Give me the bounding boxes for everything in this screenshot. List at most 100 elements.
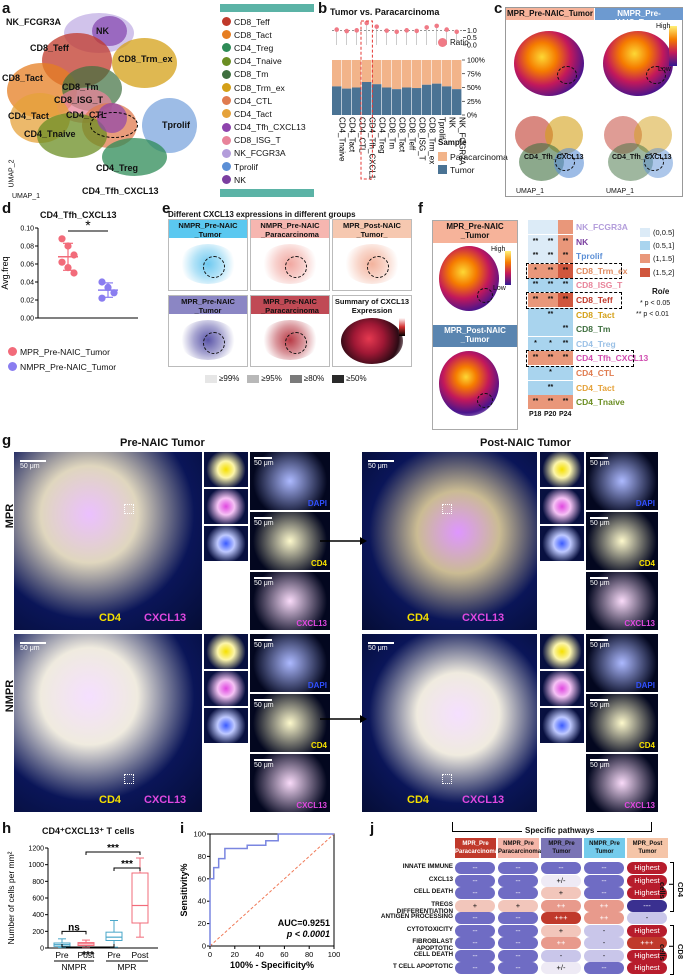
legend-swatch bbox=[222, 96, 231, 106]
if-merge-image: 50 μm CD4 CXCL13 bbox=[14, 634, 202, 812]
if-channel-image: 50 μm CD4 bbox=[250, 694, 330, 752]
heatmap-cell: ** bbox=[543, 395, 558, 410]
y-tick-label: 0 bbox=[202, 942, 206, 951]
pathway-cell: -- bbox=[541, 862, 581, 874]
heatmap-row-label: CD8_ISG_T bbox=[576, 280, 623, 291]
highlight-box bbox=[526, 292, 622, 309]
ratio-point bbox=[454, 29, 459, 35]
heatmap-cell bbox=[558, 307, 573, 322]
bar-paracarcinoma bbox=[382, 60, 392, 88]
pct-tick-label: 25% bbox=[467, 99, 481, 106]
pathway-row-label: TREGS DIFFERENTIATION bbox=[396, 900, 453, 915]
legend-item: CD8_Teff bbox=[222, 15, 314, 28]
legend-item: CD8_Tm bbox=[222, 68, 314, 81]
scale-label: 50 μm bbox=[20, 463, 40, 470]
pathway-row-label: CELL DEATH bbox=[413, 888, 453, 895]
ratio-point bbox=[414, 28, 419, 34]
channel-label: CXCL13 bbox=[624, 801, 655, 810]
channel-label: DAPI bbox=[307, 681, 327, 690]
heatmap-cell: * bbox=[528, 263, 543, 278]
zoom-inset bbox=[540, 526, 584, 561]
ratio-tick-label: 0.0 bbox=[467, 43, 477, 50]
roc-curve bbox=[209, 833, 334, 946]
channel-label: CXCL13 bbox=[296, 619, 327, 628]
pathway-column-header: NMPR_Pre Tumor bbox=[584, 838, 625, 858]
scale-low: Low bbox=[658, 66, 671, 73]
threshold-legend: ≥99% ≥95% ≥80% ≥50% bbox=[205, 374, 367, 383]
pathway-header: Specific pathways bbox=[522, 826, 598, 835]
pathway-cell: Highest bbox=[627, 962, 667, 974]
density-title: MPR_Pre-NAIC _Tumor bbox=[169, 296, 247, 315]
stacked-bar-chart: 1.00.50.0 100% 75% 50% 25% 0% CD4_Tnaive CD4_Ta… bbox=[332, 20, 485, 180]
scale-high: High bbox=[491, 246, 506, 253]
heatmap-cell: ** bbox=[558, 234, 573, 249]
cluster-label: CD4_Treg bbox=[96, 163, 139, 173]
legend-swatch bbox=[640, 254, 650, 264]
pathway-column-header: MPR_Pre Paracarcinoma bbox=[455, 838, 498, 858]
sig-label: ns bbox=[68, 922, 80, 933]
ratio-tick-label: 0.5 bbox=[467, 35, 477, 42]
bar-tumor bbox=[362, 82, 372, 115]
heatmap-cell: * bbox=[543, 336, 558, 351]
legend-item: ≥80% bbox=[289, 374, 324, 383]
cluster-legend: CD8_Teff CD8_Tact CD4_Treg CD4_Tnaive CD8_Tm… bbox=[222, 15, 314, 186]
pct-tick-label: 75% bbox=[467, 71, 481, 78]
legend-text: (1.5,2] bbox=[653, 267, 675, 277]
channel-label: CD4 bbox=[638, 559, 655, 568]
heatmap-cell bbox=[558, 366, 573, 380]
data-point bbox=[110, 289, 118, 297]
heatmap-cell: ** bbox=[558, 293, 573, 307]
x-tick-label: 100 bbox=[328, 950, 341, 959]
legend-text: ≥95% bbox=[261, 374, 282, 383]
zoom-inset bbox=[204, 452, 248, 487]
pathway-row-label: ANTIGEN PROCESSING bbox=[380, 913, 453, 920]
ratio-point bbox=[444, 27, 449, 32]
legend-item: CD4_Tact bbox=[222, 107, 314, 120]
heatmap-row-label: CD4_Tact bbox=[576, 382, 615, 393]
x-tick-label: 40 bbox=[255, 950, 263, 959]
bar-paracarcinoma bbox=[422, 60, 432, 85]
arrow-icon bbox=[320, 715, 367, 723]
heatmap-cell bbox=[528, 322, 543, 337]
zoom-box bbox=[442, 774, 452, 784]
legend-text: ≥50% bbox=[346, 374, 367, 383]
panel-label-c: c bbox=[494, 0, 503, 17]
sig-note: * p < 0.05 bbox=[640, 300, 671, 307]
if-channel-image: 50 μm CD4 bbox=[250, 512, 330, 570]
sig-bracket bbox=[85, 851, 141, 855]
auc-label: AUC=0.9251 bbox=[278, 918, 330, 928]
density-tile: Summary of CXCL13 Expression bbox=[332, 295, 412, 367]
ratio-point bbox=[434, 23, 439, 29]
density-title: MPR_Pre-NAIC _Paracarcinoma bbox=[251, 296, 329, 315]
bar-tumor bbox=[382, 87, 392, 115]
zoom-inset bbox=[540, 452, 584, 487]
scale-label: 50 μm bbox=[254, 702, 274, 709]
pathway-cell: -- bbox=[455, 912, 495, 924]
pct-tick-label: 50% bbox=[467, 85, 481, 92]
bar-tumor bbox=[342, 88, 352, 115]
bar-tumor bbox=[352, 87, 362, 115]
legend-text: CD8_Trm_ex bbox=[234, 82, 285, 93]
legend-item: NMPR_Pre-NAIC_Tumor bbox=[8, 360, 116, 373]
pathway-cell: -- bbox=[498, 924, 538, 937]
legend-text: ≥99% bbox=[219, 374, 240, 383]
pathway-row-label: CYTOTOXICITY bbox=[406, 925, 453, 933]
legend-swatch bbox=[438, 38, 447, 47]
arrow-icon bbox=[320, 537, 367, 545]
x-tick-label: 0 bbox=[208, 950, 212, 959]
axis-x-label: UMAP_1 bbox=[12, 193, 41, 200]
x-tick-label: Pre bbox=[107, 950, 121, 960]
channel-label: DAPI bbox=[635, 499, 655, 508]
density-title: MPR_Post-NAIC _Tumor_ bbox=[333, 220, 411, 239]
legend-swatch bbox=[222, 109, 231, 119]
pathway-cell: - bbox=[584, 949, 624, 962]
y-tick-label: 0.00 bbox=[20, 316, 34, 323]
channel-label: CD4 bbox=[310, 741, 327, 750]
bar-tumor bbox=[402, 87, 412, 115]
pathway-cell: + bbox=[498, 899, 538, 912]
heatmap-cell bbox=[528, 380, 543, 395]
category-label: CD4_Tfh_CXCL13 bbox=[368, 117, 377, 180]
density-title: MPR_Post-NAIC _Tumor bbox=[433, 325, 517, 347]
if-merge-image: 50 μm CD4 CXCL13 bbox=[362, 452, 537, 630]
